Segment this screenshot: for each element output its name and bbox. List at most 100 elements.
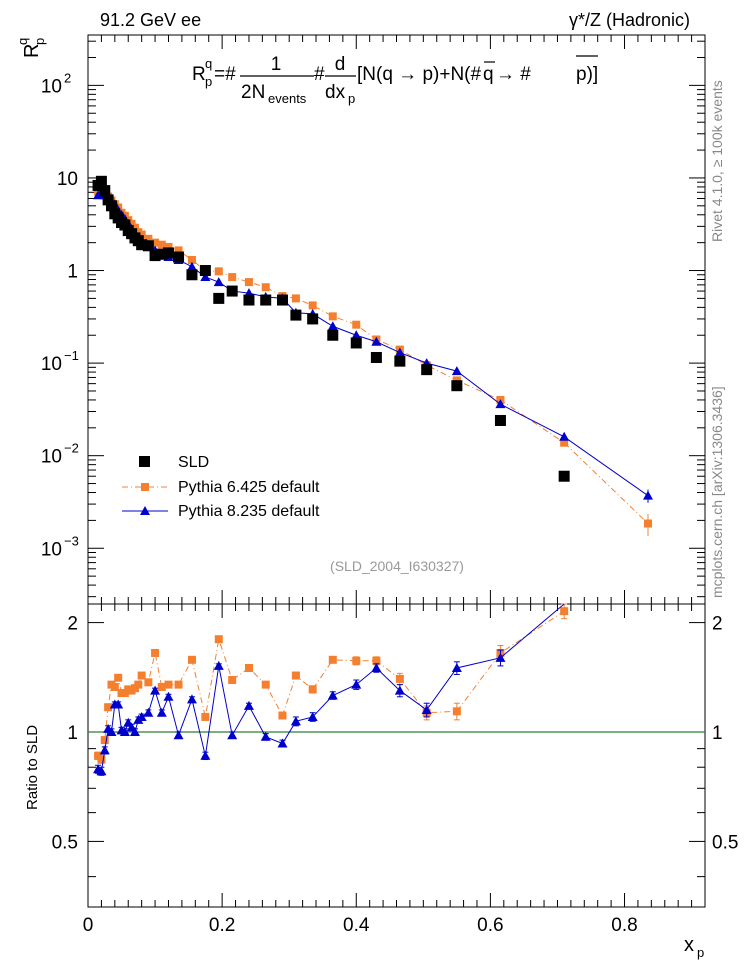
y-tick-label: 1	[67, 262, 78, 283]
x-axis-title-sub: p	[697, 945, 704, 960]
ratio-point-pythia8	[106, 727, 117, 737]
ratio-point-pythia8	[243, 700, 254, 710]
formula-frac1-num: 1	[271, 54, 282, 75]
ratio-point-pythia8	[119, 727, 130, 737]
data-point-pythia6	[228, 273, 237, 282]
formula-frac2-den-sub: p	[348, 91, 355, 106]
ratio-point-pythia6	[228, 676, 237, 685]
ratio-y-tick-label: 2	[67, 614, 78, 635]
data-point-pythia6	[151, 238, 160, 247]
ratio-point-pythia6	[308, 685, 317, 694]
ratio-point-pythia6	[352, 656, 361, 665]
data-point-pythia6	[244, 278, 253, 287]
y-tick-label-exp: −1	[64, 348, 79, 363]
ratio-point-pythia6	[261, 680, 270, 689]
data-point-sld	[290, 309, 302, 321]
formula-hash: #	[314, 64, 325, 85]
legend-label-pythia8: Pythia 8.235 default	[178, 503, 320, 520]
data-point-pythia6	[137, 230, 146, 239]
data-point-pythia8	[642, 490, 653, 500]
y-tick-label: 10	[41, 539, 62, 560]
ratio-point-pythia8	[96, 766, 107, 776]
data-point-sld	[226, 285, 238, 297]
data-point-pythia8	[213, 277, 224, 287]
data-point-sld	[102, 194, 114, 206]
data-point-sld	[494, 414, 506, 426]
ratio-point-pythia8	[129, 727, 140, 737]
formula-frac2-num: d	[335, 54, 346, 75]
data-point-pythia6	[157, 240, 166, 249]
data-point-sld	[558, 470, 570, 482]
ratio-point-pythia6	[110, 682, 119, 691]
ratio-y-tick-label-right: 2	[712, 614, 723, 635]
x-axis-title: x p	[684, 934, 704, 960]
ratio-y-tick-label-right: 1	[712, 723, 723, 744]
data-point-sld	[99, 185, 111, 197]
ratio-point-pythia6	[372, 656, 381, 665]
y-tick-label-exp: −2	[64, 441, 79, 456]
data-point-sld	[162, 247, 174, 259]
ratio-point-pythia6	[137, 671, 146, 680]
data-point-pythia8	[327, 321, 338, 331]
ratio-point-pythia6	[244, 664, 253, 673]
ratio-point-pythia6	[134, 680, 143, 689]
data-point-sld	[451, 380, 463, 392]
ratio-point-pythia6	[100, 736, 109, 745]
formula-eq: =#	[214, 64, 236, 85]
main-series	[92, 175, 653, 537]
legend-marker-pythia8	[140, 506, 150, 515]
ratio-series	[93, 603, 569, 776]
y-tick-label: 10	[57, 169, 78, 190]
ratio-point-pythia6	[97, 755, 106, 764]
y-axis-title-main: R	[21, 44, 43, 58]
formula-frac1-den: 2N	[241, 82, 265, 103]
formula-bracket-a: [N(q → p)+N(#	[357, 64, 481, 85]
header-left-label: 91.2 GeV ee	[100, 10, 201, 30]
ratio-point-pythia8	[290, 716, 301, 726]
legend-label-pythia6: Pythia 6.425 default	[178, 479, 320, 496]
y-tick-label: 10	[41, 447, 62, 468]
data-point-pythia6	[174, 246, 183, 255]
ratio-y-tick-label: 1	[67, 723, 78, 744]
data-point-sld	[307, 313, 319, 325]
data-point-pythia6	[130, 223, 139, 232]
rivet-version-label: Rivet 4.1.0, ≥ 100k events	[709, 80, 725, 242]
y-tick-label: 10	[41, 76, 62, 97]
data-point-sld	[95, 175, 107, 187]
legend-marker-pythia6	[141, 483, 149, 491]
formula-frac2-den: dx	[325, 82, 346, 103]
data-point-pythia6	[144, 234, 153, 243]
legend-label-sld: SLD	[178, 454, 209, 471]
data-point-sld	[260, 294, 272, 306]
formula: R p q =# 1 2N events # d dx p [N(q → p)+…	[192, 54, 598, 106]
header-right-label: γ*/Z (Hadronic)	[569, 10, 690, 30]
ratio-point-pythia8	[371, 663, 382, 673]
data-point-sld	[370, 351, 382, 363]
x-tick-label: 0.6	[477, 915, 503, 936]
ratio-point-pythia6	[214, 635, 223, 644]
ratio-point-pythia8	[327, 690, 338, 700]
ratio-point-pythia8	[260, 731, 271, 741]
data-point-sld	[243, 294, 255, 306]
data-point-pythia8	[351, 330, 362, 340]
ratio-point-pythia8	[307, 711, 318, 721]
y-tick-label-exp: 2	[64, 70, 71, 85]
ratio-point-pythia8	[143, 707, 154, 717]
ratio-point-pythia8	[451, 663, 462, 673]
legend: SLD Pythia 6.425 default Pythia 8.235 de…	[122, 454, 320, 520]
data-point-sld	[105, 200, 117, 212]
data-point-pythia8	[451, 366, 462, 376]
formula-pbar: p)]	[576, 64, 598, 85]
legend-marker-sld	[139, 456, 150, 467]
ratio-point-pythia6	[291, 671, 300, 680]
data-point-pythia6	[643, 519, 652, 528]
x-tick-label: 0.4	[343, 915, 370, 936]
ratio-point-pythia8	[163, 691, 174, 701]
formula-bracket-b: → #	[496, 64, 531, 85]
y-axis-title: R p q	[15, 38, 47, 58]
ratio-point-pythia8	[421, 704, 432, 714]
x-axis-title-main: x	[684, 934, 694, 956]
data-point-sld	[142, 240, 154, 252]
x-tick-label: 0.2	[209, 915, 235, 936]
data-point-sld	[213, 292, 225, 304]
